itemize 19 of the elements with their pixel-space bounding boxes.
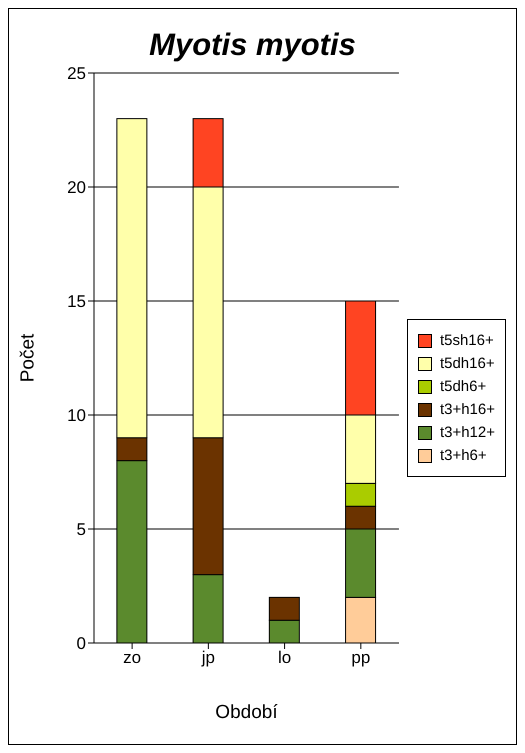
legend-label: t3+h6+ — [440, 447, 487, 464]
y-tick-label: 5 — [76, 520, 86, 540]
legend-label: t5dh6+ — [440, 378, 486, 395]
x-axis-title: Období — [215, 702, 278, 723]
y-tick-label: 20 — [67, 178, 86, 198]
y-tick-label: 15 — [67, 292, 86, 312]
y-tick-label: 0 — [76, 634, 86, 654]
legend-label: t5sh16+ — [440, 332, 494, 349]
x-tick-label: jp — [200, 648, 215, 668]
y-tick-label: 25 — [67, 64, 86, 84]
x-tick-label: zo — [123, 648, 142, 668]
y-tick-label: 10 — [67, 406, 86, 426]
x-tick-label: lo — [278, 648, 292, 668]
chart-title: Myotis myotis — [148, 27, 357, 63]
y-axis-title: Počet — [18, 332, 39, 382]
x-tick-label: pp — [351, 648, 370, 668]
legend-label: t3+h16+ — [440, 401, 495, 418]
legend-label: t5dh16+ — [440, 355, 495, 372]
legend-label: t3+h12+ — [440, 424, 495, 441]
